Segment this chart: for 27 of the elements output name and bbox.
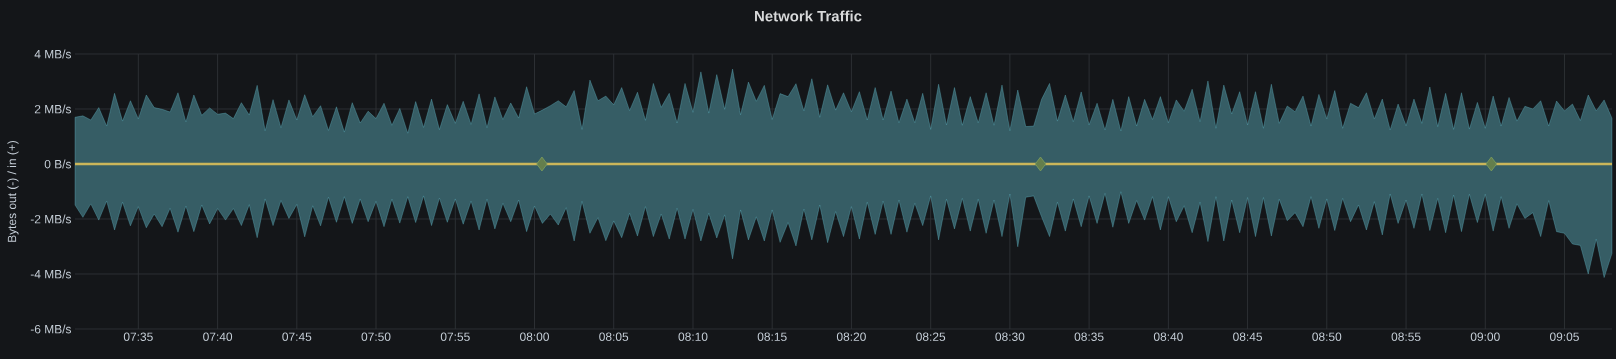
x-tick-label: 08:35 — [1074, 332, 1104, 341]
x-tick-label: 08:00 — [520, 332, 549, 341]
x-tick-label: 07:55 — [440, 332, 470, 341]
x-tick-label: 08:25 — [916, 332, 946, 341]
x-tick-label: 08:55 — [1391, 332, 1421, 341]
x-tick-label: 07:50 — [361, 332, 391, 341]
x-tick-label: 08:05 — [599, 332, 629, 341]
x-tick-label: 08:50 — [1312, 332, 1342, 341]
y-tick-label: -4 MB/s — [30, 269, 72, 279]
y-tick-label: -6 MB/s — [30, 324, 72, 334]
y-tick-label: 2 MB/s — [34, 104, 72, 114]
x-tick-label: 08:10 — [678, 332, 708, 341]
x-tick-label: 08:15 — [757, 332, 787, 341]
y-tick-label: 0 B/s — [44, 159, 72, 169]
x-tick-label: 07:40 — [203, 332, 233, 341]
x-tick-label: 07:45 — [282, 332, 312, 341]
chart-title: Network Traffic — [755, 10, 862, 22]
y-tick-label: 4 MB/s — [34, 49, 72, 59]
y-axis-title: Bytes out (-) / in (+) — [7, 140, 19, 242]
x-tick-label: 08:45 — [1233, 332, 1263, 341]
x-tick-label: 08:30 — [995, 332, 1025, 341]
x-tick-label: 09:05 — [1549, 332, 1579, 341]
x-tick-label: 09:00 — [1470, 332, 1500, 341]
x-tick-label: 08:20 — [836, 332, 866, 341]
x-tick-label: 07:35 — [123, 332, 153, 341]
x-tick-label: 08:40 — [1153, 332, 1183, 341]
y-tick-label: -2 MB/s — [30, 214, 72, 224]
